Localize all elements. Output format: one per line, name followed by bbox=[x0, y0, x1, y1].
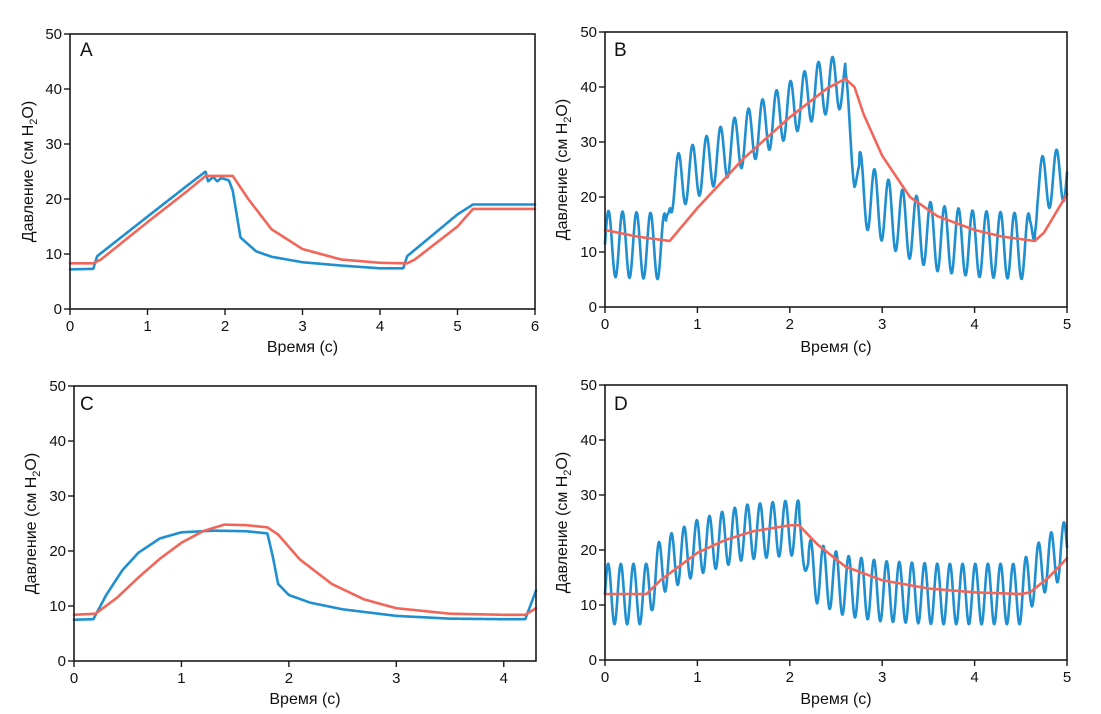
x-tick-label: 3 bbox=[298, 318, 306, 335]
y-tick-label: 20 bbox=[580, 542, 597, 559]
x-tick-label: 4 bbox=[970, 316, 978, 333]
x-axis-label: Время (с) bbox=[269, 691, 340, 708]
curves bbox=[603, 499, 1069, 626]
y-tick-label: 40 bbox=[49, 433, 66, 450]
panel-letter: B bbox=[614, 40, 627, 61]
panel-letter: A bbox=[80, 40, 93, 61]
series-line-blue bbox=[603, 55, 1069, 281]
x-tick-label: 1 bbox=[143, 318, 151, 335]
x-tick-label: 2 bbox=[786, 669, 794, 686]
x-tick-label: 4 bbox=[970, 669, 978, 686]
plot-frame bbox=[69, 33, 536, 310]
y-tick-label: 0 bbox=[589, 652, 597, 669]
panel-letter: D bbox=[614, 394, 628, 415]
x-tick-label: 0 bbox=[70, 670, 78, 687]
x-tick-label: 5 bbox=[453, 318, 461, 335]
x-tick-label: 1 bbox=[693, 669, 701, 686]
y-tick-label: 30 bbox=[580, 134, 597, 151]
x-tick-label: 5 bbox=[1063, 669, 1071, 686]
series-line-red bbox=[603, 523, 1069, 596]
x-tick-label: 3 bbox=[878, 316, 886, 333]
x-tick-label: 2 bbox=[221, 318, 229, 335]
series-line-blue bbox=[72, 529, 538, 622]
plot-frame bbox=[604, 31, 1068, 308]
series-line-red bbox=[72, 523, 538, 617]
x-tick-label: 2 bbox=[285, 670, 293, 687]
y-tick-label: 20 bbox=[45, 191, 62, 208]
y-axis-label: Давление (см H2O) bbox=[554, 452, 574, 593]
series-line-blue bbox=[68, 170, 537, 271]
curves bbox=[68, 170, 537, 271]
panel-letter: C bbox=[80, 394, 94, 415]
y-tick-label: 50 bbox=[580, 377, 597, 394]
y-tick-label: 30 bbox=[49, 488, 66, 505]
x-tick-label: 4 bbox=[500, 670, 508, 687]
y-tick-label: 10 bbox=[580, 597, 597, 614]
x-tick-label: 4 bbox=[376, 318, 384, 335]
y-tick-label: 50 bbox=[580, 24, 597, 41]
y-tick-label: 50 bbox=[49, 378, 66, 395]
series-line-blue bbox=[603, 499, 1069, 626]
x-tick-label: 0 bbox=[66, 318, 74, 335]
x-tick-label: 2 bbox=[786, 316, 794, 333]
series-line-red bbox=[68, 174, 537, 265]
y-tick-label: 10 bbox=[49, 598, 66, 615]
x-tick-label: 3 bbox=[878, 669, 886, 686]
plot-frame bbox=[604, 384, 1068, 661]
axes: 0 1 2 3 4 5 6 0 10 20 30 40 50 bbox=[45, 26, 539, 335]
y-tick-label: 0 bbox=[58, 653, 66, 670]
y-tick-label: 10 bbox=[45, 246, 62, 263]
x-tick-label: 0 bbox=[601, 316, 609, 333]
x-axis-label: Время (с) bbox=[800, 691, 871, 708]
x-axis-label: Время (с) bbox=[267, 339, 338, 356]
x-tick-label: 0 bbox=[601, 669, 609, 686]
curves bbox=[603, 55, 1069, 281]
y-axis-label: Давление (см H2O) bbox=[20, 101, 40, 242]
curves bbox=[72, 523, 538, 622]
x-tick-label: 6 bbox=[531, 318, 539, 335]
y-tick-label: 40 bbox=[580, 432, 597, 449]
x-axis-label: Время (с) bbox=[800, 339, 871, 356]
x-tick-label: 1 bbox=[177, 670, 185, 687]
y-tick-label: 20 bbox=[580, 189, 597, 206]
y-tick-label: 10 bbox=[580, 244, 597, 261]
y-tick-label: 30 bbox=[45, 136, 62, 153]
y-tick-label: 50 bbox=[45, 26, 62, 43]
x-tick-label: 1 bbox=[693, 316, 701, 333]
y-tick-label: 0 bbox=[54, 301, 62, 318]
y-tick-label: 30 bbox=[580, 487, 597, 504]
x-tick-label: 3 bbox=[392, 670, 400, 687]
y-tick-label: 40 bbox=[580, 79, 597, 96]
y-axis-label: Давление (см H2O) bbox=[554, 99, 574, 240]
series-line-red bbox=[603, 77, 1069, 243]
y-tick-label: 40 bbox=[45, 81, 62, 98]
plot-frame bbox=[73, 385, 537, 662]
y-tick-label: 0 bbox=[589, 299, 597, 316]
panel-a: A 0 1 2 3 4 5 6 0 10 20 30 40 50 Время (с) Давление … bbox=[20, 26, 539, 356]
y-axis-label: Давление (см H2O) bbox=[23, 453, 43, 594]
y-tick-label: 20 bbox=[49, 543, 66, 560]
x-tick-label: 5 bbox=[1063, 316, 1071, 333]
